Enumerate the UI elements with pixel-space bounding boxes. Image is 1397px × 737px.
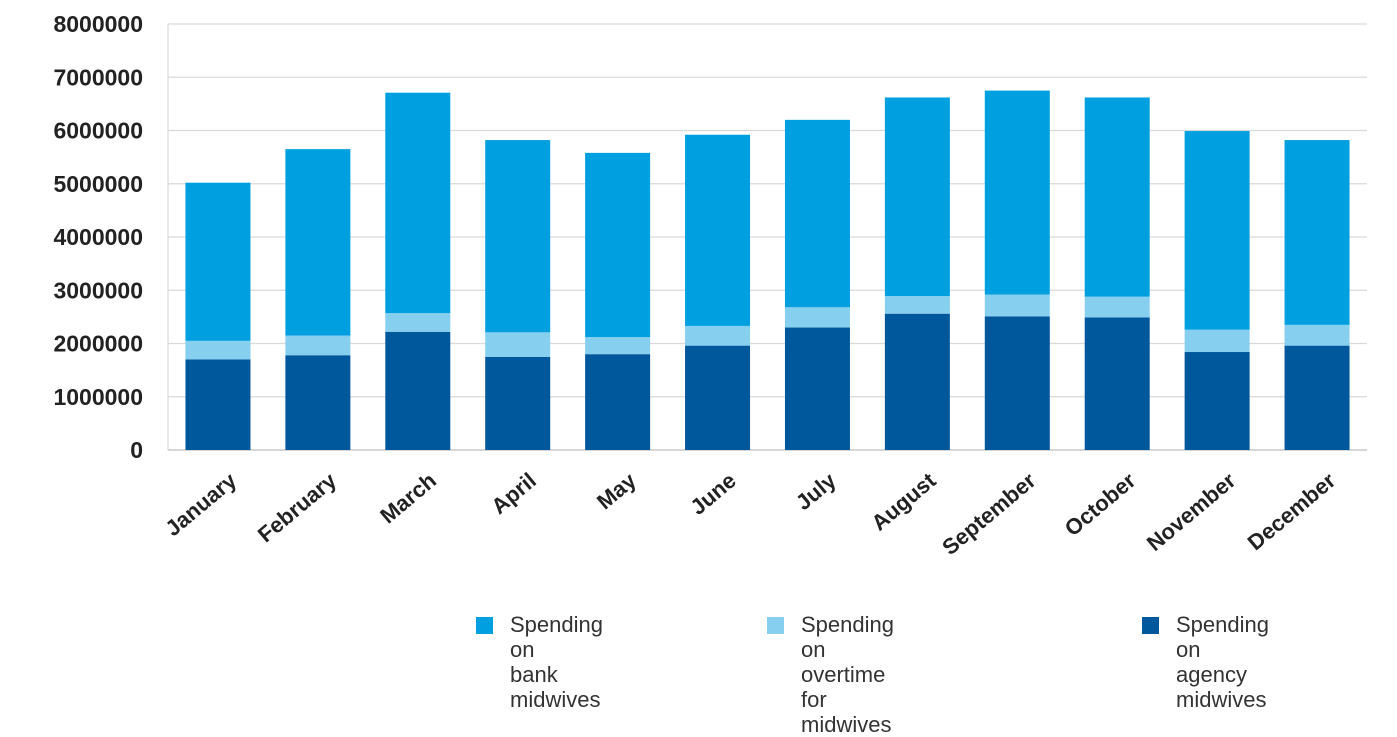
- y-tick-label: 7000000: [53, 64, 143, 90]
- x-tick-label: October: [1060, 467, 1141, 541]
- legend-item-agency: Spending on agency midwives: [1142, 612, 1269, 712]
- y-tick-label: 3000000: [53, 277, 143, 303]
- bar-segment: [685, 345, 751, 450]
- bar-segment: [585, 354, 651, 450]
- bar-segment: [884, 313, 950, 450]
- bar-segment: [485, 332, 551, 357]
- x-tick-label: September: [937, 467, 1041, 560]
- bar-segment: [984, 90, 1050, 295]
- legend-swatch-bank: [476, 617, 493, 634]
- x-tick-label: July: [791, 467, 841, 515]
- bar-segment: [485, 140, 551, 333]
- legend-swatch-agency: [1142, 617, 1159, 634]
- y-tick-label: 5000000: [53, 171, 143, 197]
- bar-segment: [784, 119, 850, 308]
- x-tick-label: August: [866, 467, 941, 535]
- bar-segment: [1284, 324, 1350, 346]
- x-tick-label: June: [685, 468, 740, 520]
- bar-segment: [185, 182, 251, 341]
- bar-segment: [285, 335, 351, 356]
- bar-segment: [1084, 317, 1150, 450]
- bar-segment: [285, 355, 351, 450]
- bar-segment: [1084, 296, 1150, 318]
- bar-segment: [685, 325, 751, 346]
- bar-segment: [385, 313, 451, 332]
- bar-segment: [884, 296, 950, 314]
- bar-segment: [585, 337, 651, 355]
- legend-swatch-overtime: [767, 617, 784, 634]
- grid-lines: [167, 23, 1367, 451]
- bar-segment: [285, 149, 351, 336]
- bar-segment: [1284, 345, 1350, 450]
- bar-segment: [784, 327, 850, 450]
- bar-segment: [585, 152, 651, 338]
- legend-item-bank: Spending on bank midwives: [476, 612, 603, 712]
- x-tick-label: January: [160, 467, 241, 541]
- legend-label-agency: Spending on agency midwives: [1176, 612, 1269, 712]
- bar-segment: [1184, 352, 1250, 450]
- x-tick-label: April: [486, 468, 540, 519]
- x-tick-label: February: [253, 467, 342, 547]
- y-tick-label: 4000000: [53, 224, 143, 250]
- bar-segment: [1084, 97, 1150, 297]
- bar-segment: [185, 359, 251, 450]
- x-tick-label: November: [1142, 467, 1241, 556]
- y-tick-label: 2000000: [53, 331, 143, 357]
- legend-label-bank: Spending on bank midwives: [510, 612, 603, 712]
- y-tick-label: 8000000: [53, 11, 143, 37]
- bar-segment: [1184, 329, 1250, 353]
- bar-segment: [685, 134, 751, 326]
- bar-segment: [784, 307, 850, 328]
- stacked-bar-chart: 0 1000000 2000000 3000000 4000000 5000000 6000…: [53, 11, 1367, 560]
- bar-segment: [185, 340, 251, 360]
- legend-item-overtime: Spending on overtime for midwives: [767, 612, 894, 737]
- bar-segment: [385, 331, 451, 450]
- bar-segment: [385, 92, 451, 314]
- bar-segment: [1184, 131, 1250, 330]
- y-tick-label: 1000000: [53, 384, 143, 410]
- y-tick-label: 0: [130, 437, 143, 463]
- bar-segment: [984, 316, 1050, 450]
- x-tick-label: December: [1243, 467, 1341, 555]
- bar-segment: [485, 356, 551, 450]
- x-tick-label: May: [592, 467, 641, 514]
- x-tick-label: March: [375, 468, 441, 529]
- bar-segment: [984, 294, 1050, 317]
- legend-label-overtime: Spending on overtime for midwives: [801, 612, 894, 737]
- bars: [185, 90, 1350, 450]
- bar-segment: [884, 97, 950, 297]
- x-axis-ticks: January February March April May June July Augu…: [160, 467, 1340, 560]
- y-axis-ticks: 0 1000000 2000000 3000000 4000000 5000000 6000…: [53, 11, 143, 463]
- y-tick-label: 6000000: [53, 118, 143, 144]
- bar-segment: [1284, 140, 1350, 325]
